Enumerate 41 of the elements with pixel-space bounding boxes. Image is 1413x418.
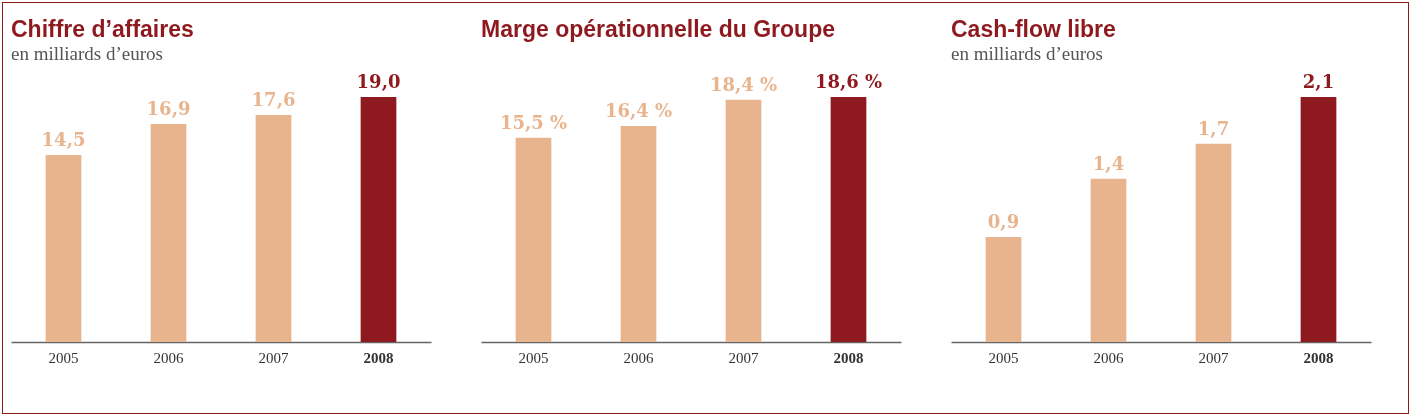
chart-subtitle: en milliards d’euros — [951, 43, 1103, 64]
data-label: 16,4 % — [604, 99, 673, 121]
x-tick-label: 2006 — [623, 349, 654, 366]
bar — [45, 155, 82, 342]
x-tick-label: 2005 — [48, 349, 79, 366]
bar — [985, 237, 1022, 342]
chart-subtitle: en milliards d’euros — [11, 43, 163, 64]
chart-title: Chiffre d’affaires — [11, 16, 194, 42]
data-label: 16,9 — [146, 98, 191, 120]
bar — [150, 124, 187, 342]
data-label: 2,1 — [1302, 71, 1335, 92]
bar — [725, 99, 762, 342]
bar — [1300, 97, 1337, 342]
x-tick-label: 2005 — [518, 349, 549, 366]
x-tick-label: 2007 — [258, 349, 289, 366]
x-tick-label: 2007 — [728, 349, 759, 366]
data-label: 19,0 — [356, 71, 401, 92]
data-label: 1,4 — [1092, 152, 1125, 174]
x-tick-label: 2006 — [1093, 349, 1124, 366]
data-label: 14,5 — [41, 129, 86, 151]
bar — [1090, 178, 1127, 342]
x-tick-label: 2006 — [153, 349, 184, 366]
data-label: 0,9 — [987, 211, 1020, 232]
data-label: 1,7 — [1197, 117, 1230, 139]
chart-title: Cash-flow libre — [951, 16, 1116, 42]
x-tick-label: 2008 — [1303, 349, 1334, 366]
x-tick-label: 2008 — [833, 349, 864, 366]
data-label: 15,5 % — [499, 111, 568, 133]
x-tick-label: 2005 — [988, 349, 1019, 366]
bar — [620, 125, 657, 342]
bar — [360, 97, 397, 342]
data-label: 18,6 % — [814, 71, 883, 92]
chart-title: Marge opérationnelle du Groupe — [481, 16, 835, 42]
x-tick-label: 2008 — [363, 349, 394, 366]
data-label: 18,4 % — [709, 73, 778, 95]
bar — [255, 115, 292, 342]
bar — [1195, 143, 1232, 342]
bar — [515, 137, 552, 342]
bar — [830, 97, 867, 342]
x-tick-label: 2007 — [1198, 349, 1229, 366]
data-label: 17,6 — [251, 89, 296, 111]
